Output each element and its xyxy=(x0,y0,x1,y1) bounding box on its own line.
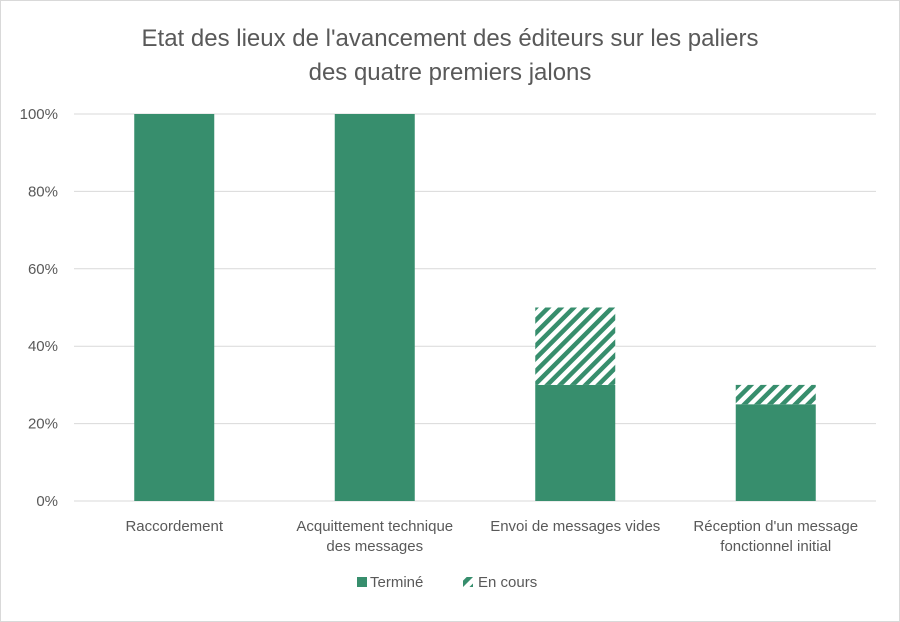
bars xyxy=(134,114,816,501)
bar-termine xyxy=(134,114,215,501)
chart-title-line-1: Etat des lieux de l'avancement des édite… xyxy=(141,25,759,52)
x-tick-label: fonctionnel initial xyxy=(720,538,831,555)
bar-termine xyxy=(735,404,816,501)
x-tick-label: Réception d'un message xyxy=(693,518,858,535)
bar-en-cours xyxy=(535,307,616,385)
chart-title: Etat des lieux de l'avancement des édite… xyxy=(0,22,900,90)
y-tick-label: 0% xyxy=(36,493,58,510)
y-tick-label: 80% xyxy=(28,183,58,200)
legend-swatch-en-cours xyxy=(463,577,473,587)
x-tick-label: Envoi de messages vides xyxy=(490,518,660,535)
legend: Terminé En cours xyxy=(357,574,537,591)
y-tick-label: 40% xyxy=(28,338,58,355)
legend-label: En cours xyxy=(478,574,537,591)
x-axis-labels: Raccordement Acquittement technique des me… xyxy=(125,518,858,555)
chart-title-line-2: des quatre premiers jalons xyxy=(308,59,592,86)
bar-termine xyxy=(334,114,415,501)
x-tick-label: Raccordement xyxy=(125,518,223,535)
bar-en-cours xyxy=(735,384,816,405)
bar-termine xyxy=(535,384,616,501)
legend-swatch-termine xyxy=(357,577,367,587)
y-tick-label: 100% xyxy=(20,106,58,123)
y-axis-ticks: 0% 20% 40% 60% 80% 100% xyxy=(20,106,58,510)
y-tick-label: 20% xyxy=(28,416,58,433)
legend-label: Terminé xyxy=(370,574,423,591)
x-tick-label: des messages xyxy=(326,538,423,555)
y-tick-label: 60% xyxy=(28,261,58,278)
x-tick-label: Acquittement technique xyxy=(296,518,453,535)
